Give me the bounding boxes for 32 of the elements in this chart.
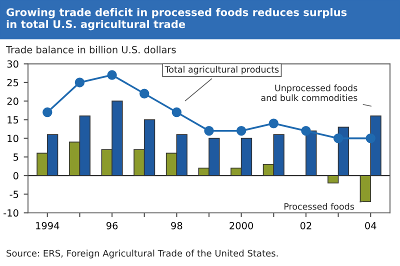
point (107, 70, 117, 80)
text: Total agricultural products (164, 66, 279, 74)
point (74, 78, 85, 88)
point (139, 88, 150, 98)
y-tick-label: -5 (10, 190, 18, 198)
y-tick-label: -10 (4, 209, 18, 217)
y-tick-label: 25 (7, 78, 18, 86)
series-label: Processed foods (284, 202, 354, 210)
y-tick-label: 15 (8, 116, 18, 124)
point (204, 126, 214, 136)
x-tick-label: 1994 (36, 222, 60, 230)
point (42, 107, 52, 118)
y-tick-label: 10 (8, 134, 18, 142)
point (236, 126, 246, 136)
point (366, 133, 376, 144)
y-tick-label: 30 (7, 60, 18, 68)
x-tick-label: 02 (300, 222, 312, 230)
y-axis-title: Trade balance in billion U.S. dollars (6, 46, 176, 54)
point (301, 126, 311, 136)
y-tick-label: 5 (14, 154, 18, 161)
point (333, 133, 344, 144)
x-tick-label: 2000 (230, 222, 254, 230)
point (268, 118, 279, 128)
x-tick-label: 04 (365, 222, 376, 230)
y-tick-label: 0 (13, 172, 18, 180)
text: Unprocessed foods and bulk commodities (261, 84, 358, 102)
point (172, 107, 182, 118)
source-note: Source: ERS, Foreign Agricultural Trade of the United States. (6, 250, 278, 258)
x-tick-label: 96 (106, 222, 118, 230)
y-tick-label: 20 (7, 98, 18, 105)
chart-title: Growing trade deficit in processed foods reduces surplus in total U.S. agricultural trade (6, 8, 347, 30)
x-tick-label: 98 (171, 222, 182, 230)
